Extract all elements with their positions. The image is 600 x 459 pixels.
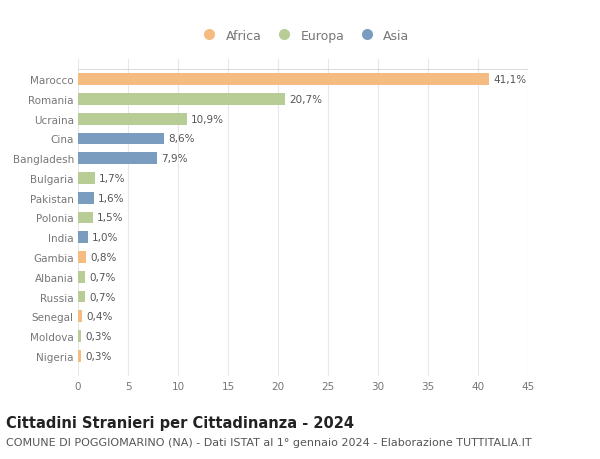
Text: 20,7%: 20,7% — [289, 95, 322, 105]
Bar — [78, 133, 164, 145]
Text: 8,6%: 8,6% — [168, 134, 194, 144]
Bar — [78, 192, 94, 204]
Bar — [78, 311, 82, 323]
Text: 0,7%: 0,7% — [89, 272, 115, 282]
Text: 7,9%: 7,9% — [161, 154, 187, 164]
Text: 0,3%: 0,3% — [85, 331, 112, 341]
Bar — [78, 291, 85, 303]
Bar — [78, 173, 95, 185]
Text: 1,7%: 1,7% — [99, 174, 125, 184]
Text: 0,4%: 0,4% — [86, 312, 112, 322]
Bar — [78, 153, 157, 165]
Bar — [78, 113, 187, 125]
Text: COMUNE DI POGGIOMARINO (NA) - Dati ISTAT al 1° gennaio 2024 - Elaborazione TUTTI: COMUNE DI POGGIOMARINO (NA) - Dati ISTAT… — [6, 437, 532, 447]
Bar — [78, 94, 285, 106]
Text: Cittadini Stranieri per Cittadinanza - 2024: Cittadini Stranieri per Cittadinanza - 2… — [6, 415, 354, 431]
Text: 1,0%: 1,0% — [92, 233, 118, 243]
Bar — [78, 330, 81, 342]
Text: 10,9%: 10,9% — [191, 114, 224, 124]
Text: 0,7%: 0,7% — [89, 292, 115, 302]
Text: 0,3%: 0,3% — [85, 351, 112, 361]
Bar — [78, 212, 93, 224]
Bar — [78, 232, 88, 244]
Legend: Africa, Europa, Asia: Africa, Europa, Asia — [192, 25, 414, 48]
Bar — [78, 271, 85, 283]
Text: 0,8%: 0,8% — [90, 252, 116, 263]
Text: 1,5%: 1,5% — [97, 213, 124, 223]
Bar — [78, 350, 81, 362]
Text: 41,1%: 41,1% — [493, 75, 526, 85]
Bar — [78, 252, 86, 263]
Text: 1,6%: 1,6% — [98, 193, 125, 203]
Bar — [78, 74, 489, 86]
